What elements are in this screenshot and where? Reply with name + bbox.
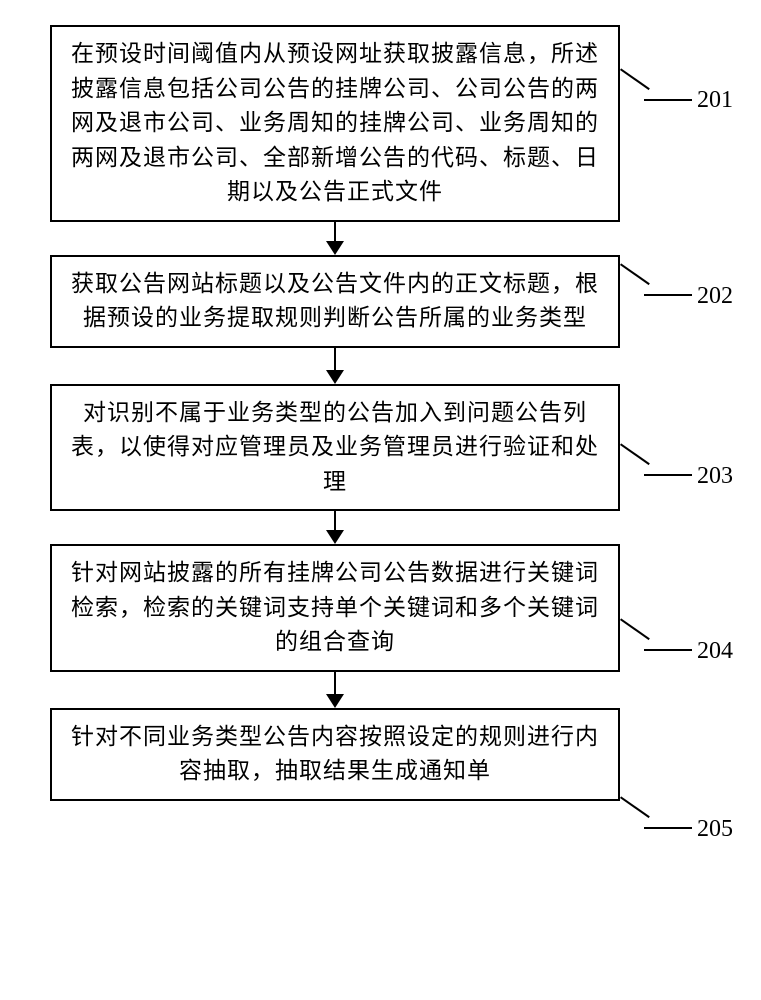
arrow-204-205 [334, 672, 336, 708]
flowchart-container: 在预设时间阈值内从预设网址获取披露信息，所述披露信息包括公司公告的挂牌公司、公司… [50, 25, 690, 801]
label-201: 201 [697, 87, 733, 114]
label-205: 205 [697, 816, 733, 843]
step-box-201: 在预设时间阈值内从预设网址获取披露信息，所述披露信息包括公司公告的挂牌公司、公司… [50, 25, 620, 222]
step-box-204: 针对网站披露的所有挂牌公司公告数据进行关键词检索，检索的关键词支持单个关键词和多… [50, 544, 620, 672]
connector-h-201 [644, 99, 692, 101]
step-box-205: 针对不同业务类型公告内容按照设定的规则进行内容抽取，抽取结果生成通知单 [50, 708, 620, 801]
arrow-202-203 [334, 348, 336, 384]
label-204: 204 [697, 638, 733, 665]
step-text-202: 获取公告网站标题以及公告文件内的正文标题，根据预设的业务提取规则判断公告所属的业… [70, 267, 600, 336]
connector-h-202 [644, 294, 692, 296]
step-text-201: 在预设时间阈值内从预设网址获取披露信息，所述披露信息包括公司公告的挂牌公司、公司… [70, 37, 600, 210]
arrow-203-204 [334, 511, 336, 544]
step-text-204: 针对网站披露的所有挂牌公司公告数据进行关键词检索，检索的关键词支持单个关键词和多… [70, 556, 600, 660]
step-box-203: 对识别不属于业务类型的公告加入到问题公告列表，以使得对应管理员及业务管理员进行验… [50, 384, 620, 512]
arrow-201-202 [334, 222, 336, 255]
label-203: 203 [697, 463, 733, 490]
connector-h-204 [644, 649, 692, 651]
label-202: 202 [697, 283, 733, 310]
connector-h-203 [644, 474, 692, 476]
step-text-203: 对识别不属于业务类型的公告加入到问题公告列表，以使得对应管理员及业务管理员进行验… [70, 396, 600, 500]
step-box-202: 获取公告网站标题以及公告文件内的正文标题，根据预设的业务提取规则判断公告所属的业… [50, 255, 620, 348]
step-text-205: 针对不同业务类型公告内容按照设定的规则进行内容抽取，抽取结果生成通知单 [70, 720, 600, 789]
connector-h-205 [644, 827, 692, 829]
